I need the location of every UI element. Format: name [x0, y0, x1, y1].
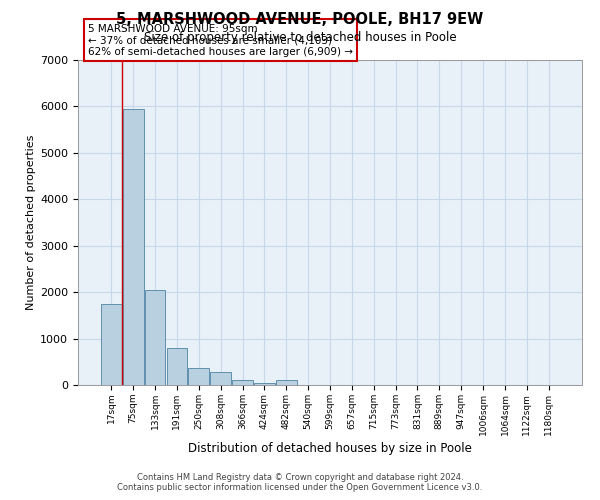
- Text: 5 MARSHWOOD AVENUE: 95sqm
← 37% of detached houses are smaller (4,103)
62% of se: 5 MARSHWOOD AVENUE: 95sqm ← 37% of detac…: [88, 24, 353, 56]
- Bar: [123, 109, 143, 385]
- Bar: [254, 382, 275, 385]
- Bar: [167, 348, 187, 385]
- Bar: [276, 380, 296, 385]
- Bar: [232, 380, 253, 385]
- Bar: [145, 290, 166, 385]
- Bar: [210, 372, 231, 385]
- X-axis label: Distribution of detached houses by size in Poole: Distribution of detached houses by size …: [188, 442, 472, 454]
- Y-axis label: Number of detached properties: Number of detached properties: [26, 135, 36, 310]
- Bar: [101, 304, 122, 385]
- Text: Contains HM Land Registry data © Crown copyright and database right 2024.
Contai: Contains HM Land Registry data © Crown c…: [118, 473, 482, 492]
- Text: 5, MARSHWOOD AVENUE, POOLE, BH17 9EW: 5, MARSHWOOD AVENUE, POOLE, BH17 9EW: [116, 12, 484, 28]
- Bar: [188, 368, 209, 385]
- Text: Size of property relative to detached houses in Poole: Size of property relative to detached ho…: [143, 31, 457, 44]
